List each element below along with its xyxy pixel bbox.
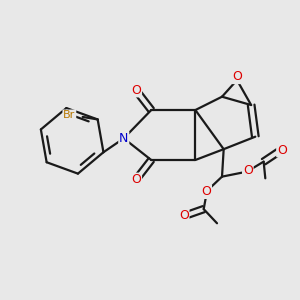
Text: O: O xyxy=(131,84,141,97)
Text: N: N xyxy=(119,132,128,145)
Text: O: O xyxy=(201,185,211,198)
Text: O: O xyxy=(179,209,189,222)
Text: O: O xyxy=(232,70,242,83)
Text: Br: Br xyxy=(63,110,76,120)
Text: O: O xyxy=(243,164,253,177)
Text: O: O xyxy=(277,143,287,157)
Text: O: O xyxy=(131,173,141,187)
